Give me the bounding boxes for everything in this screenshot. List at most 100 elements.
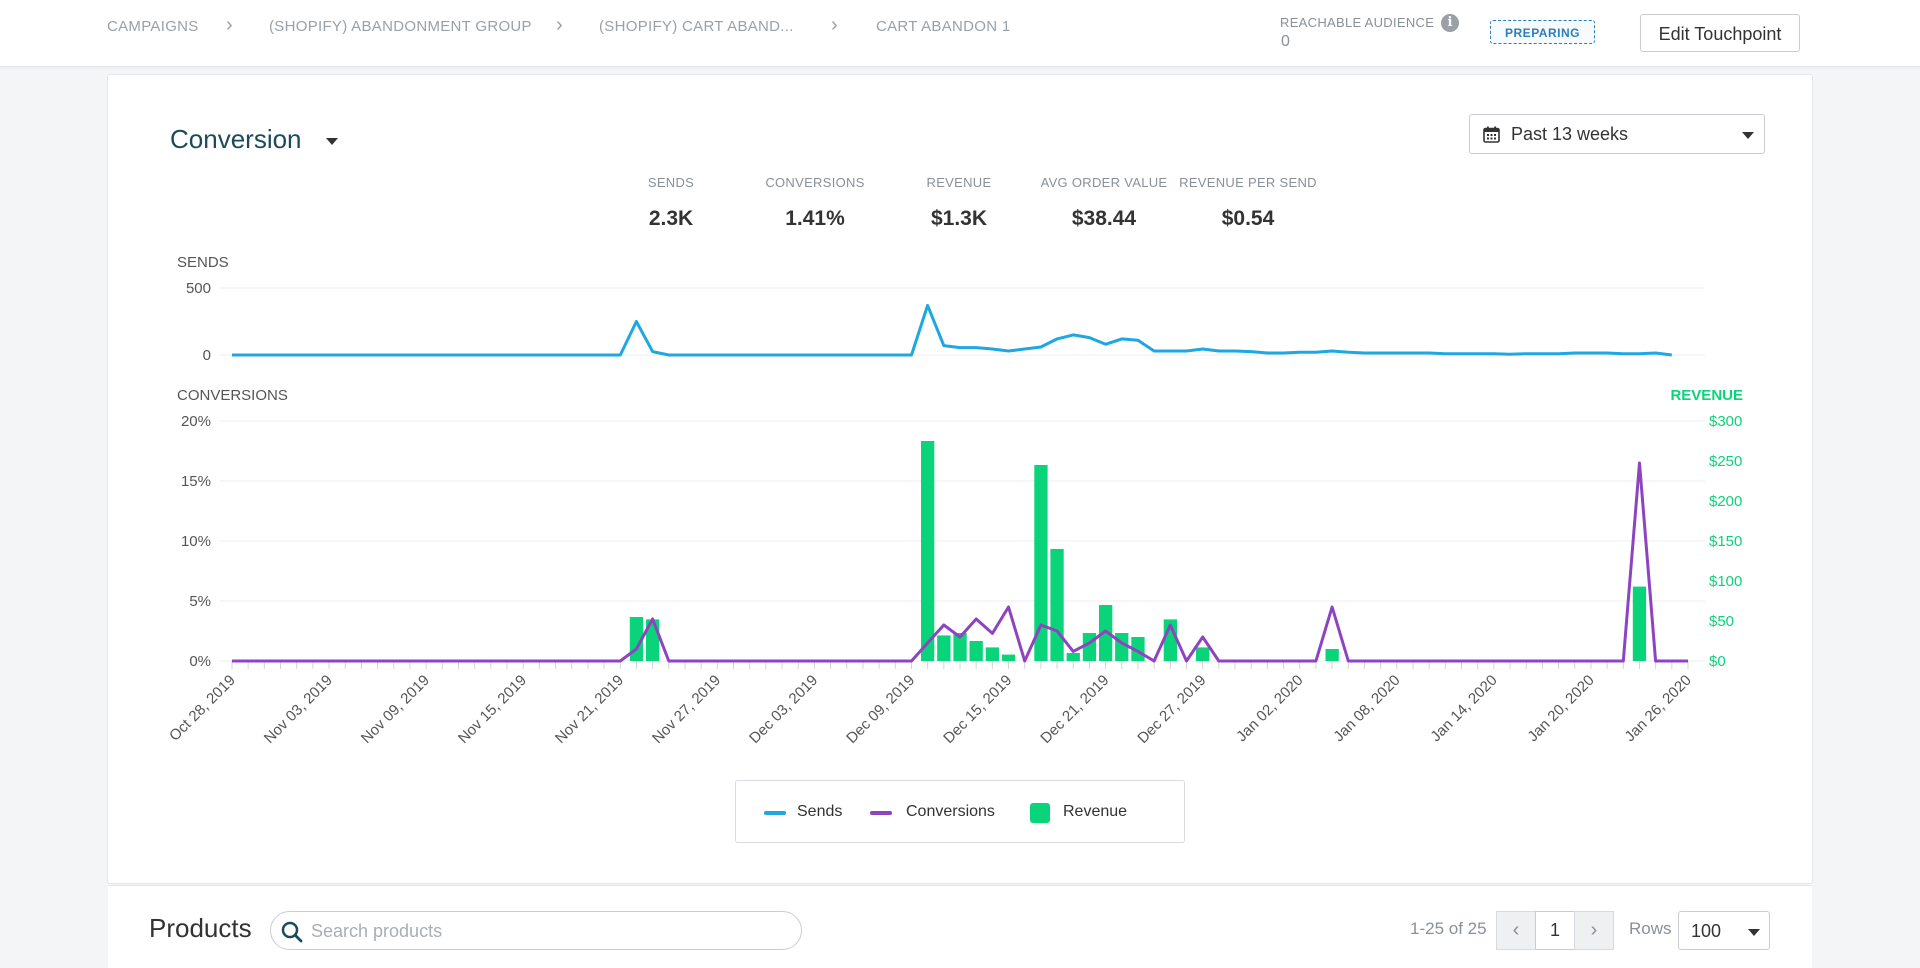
x-tick-label: Nov 27, 2019: [649, 672, 724, 747]
breadcrumb-cart-abandon-group[interactable]: (SHOPIFY) CART ABAND...: [599, 18, 794, 35]
revenue-y-tick-label: $250: [1709, 453, 1742, 470]
revenue-bar: [985, 647, 999, 661]
prev-page-button[interactable]: ‹: [1496, 911, 1536, 950]
x-tick-label: Nov 09, 2019: [358, 672, 433, 747]
sends-chart: SENDS 500 0: [177, 254, 1705, 364]
legend-sends-label[interactable]: Sends: [797, 803, 843, 820]
revenue-y-tick-label: $50: [1709, 613, 1734, 630]
x-tick-label: Nov 15, 2019: [455, 672, 530, 747]
x-tick-label: Dec 15, 2019: [940, 672, 1015, 747]
metric-selector-label: Conversion: [170, 124, 302, 154]
rows-per-page-select[interactable]: 100: [1678, 911, 1770, 950]
rows-caret-icon: [1748, 929, 1760, 936]
breadcrumb-current: CART ABANDON 1: [876, 18, 1011, 35]
breadcrumb-chevron-icon: ›: [226, 14, 233, 36]
conversions-series-line: [232, 461, 1688, 663]
sends-series-line: [232, 303, 1672, 357]
pagination-summary: 1-25 of 25: [1410, 919, 1487, 938]
rows-per-page-value: 100: [1691, 921, 1722, 941]
revenue-bar: [1034, 465, 1048, 661]
revenue-bar: [1099, 605, 1113, 661]
status-badge: PREPARING: [1490, 20, 1595, 44]
metric-label: REVENUE PER SEND: [1179, 175, 1317, 190]
metric-label: AVG ORDER VALUE: [1040, 175, 1168, 190]
conversions-chart-title: CONVERSIONS: [177, 387, 288, 404]
metric-selector-caret-icon[interactable]: [326, 138, 338, 145]
breadcrumb-chevron-icon: ›: [556, 14, 563, 36]
revenue-bar: [1196, 647, 1210, 661]
metric-value: 2.3K: [648, 207, 694, 230]
calendar-icon: [1483, 126, 1500, 143]
revenue-y-tick-label: $100: [1709, 573, 1742, 590]
x-tick-label: Oct 28, 2019: [166, 672, 239, 745]
breadcrumb-campaigns[interactable]: CAMPAIGNS: [107, 18, 199, 35]
metric-value: $1.3K: [930, 207, 988, 230]
legend-sends-swatch: [764, 811, 786, 815]
revenue-y-tick-label: $300: [1709, 413, 1742, 430]
x-tick-label: Jan 14, 2020: [1427, 672, 1500, 745]
breadcrumb-abandonment-group[interactable]: (SHOPIFY) ABANDONMENT GROUP: [269, 18, 532, 35]
revenue-bar: [937, 635, 951, 661]
revenue-bar: [1066, 653, 1080, 661]
x-tick-label: Dec 03, 2019: [746, 672, 821, 747]
metric-label: CONVERSIONS: [765, 175, 865, 190]
revenue-y-tick-label: $200: [1709, 493, 1742, 510]
conversions-revenue-chart: CONVERSIONS REVENUE 20% 15% 10% 5% 0% $300 $250 $…: [166, 387, 1743, 747]
metric-value: $38.44: [1071, 207, 1137, 230]
revenue-y-tick-label: $150: [1709, 533, 1742, 550]
revenue-bar: [953, 633, 967, 661]
x-tick-label: Dec 21, 2019: [1037, 672, 1112, 747]
x-tick-label: Dec 09, 2019: [843, 672, 918, 747]
sends-chart-title: SENDS: [177, 254, 229, 271]
reachable-audience-value: 0: [1281, 33, 1290, 50]
date-range-select[interactable]: Past 13 weeks: [1469, 114, 1765, 154]
legend-revenue-label[interactable]: Revenue: [1063, 803, 1128, 820]
metric-label: SENDS: [647, 175, 695, 190]
x-tick-label: Jan 26, 2020: [1621, 672, 1694, 745]
info-icon[interactable]: i: [1441, 14, 1459, 32]
x-tick-label: Nov 21, 2019: [552, 672, 627, 747]
revenue-bar: [1001, 654, 1016, 661]
revenue-bar: [1050, 549, 1064, 661]
legend-conversions-swatch: [870, 811, 892, 815]
metric-revenue-per-send: REVENUE PER SEND $0.54: [1168, 175, 1328, 231]
conversions-y-tick-label: 20%: [181, 413, 211, 430]
date-range-value: Past 13 weeks: [1511, 124, 1629, 144]
revenue-bar: [921, 441, 935, 661]
products-title: Products: [149, 913, 252, 943]
reachable-audience-label: REACHABLE AUDIENCE: [1280, 15, 1435, 30]
x-tick-label: Dec 27, 2019: [1134, 672, 1209, 747]
current-page[interactable]: 1: [1535, 911, 1575, 950]
revenue-axis-title: REVENUE: [1670, 387, 1743, 404]
legend-conversions-label[interactable]: Conversions: [906, 803, 995, 820]
metric-selector[interactable]: Conversion: [170, 124, 302, 155]
revenue-bar: [1632, 586, 1647, 661]
conversions-y-tick-label: 10%: [181, 533, 211, 550]
x-tick-label: Jan 20, 2020: [1524, 672, 1597, 745]
metric-conversions: CONVERSIONS 1.41%: [735, 175, 895, 231]
chart-legend: Sends Conversions Revenue: [735, 780, 1185, 843]
conversions-y-tick-label: 0%: [189, 653, 211, 670]
metric-sends: SENDS 2.3K: [591, 175, 751, 231]
search-icon: [281, 921, 303, 943]
metric-revenue: REVENUE $1.3K: [879, 175, 1039, 231]
sends-y-tick-label: 500: [186, 280, 211, 297]
x-tick-label: Jan 08, 2020: [1330, 672, 1403, 745]
revenue-bar: [1325, 649, 1339, 661]
x-tick-label: Nov 03, 2019: [261, 672, 336, 747]
legend-revenue-swatch: [1030, 803, 1050, 823]
conversions-y-tick-label: 5%: [189, 593, 211, 610]
search-input[interactable]: [309, 918, 793, 945]
date-range-caret-icon: [1742, 132, 1754, 139]
conversion-card: [107, 74, 1813, 884]
metric-avg-order-value: AVG ORDER VALUE $38.44: [1024, 175, 1184, 231]
metric-value: $0.54: [1221, 207, 1275, 230]
product-search[interactable]: [270, 911, 802, 950]
edit-touchpoint-button[interactable]: Edit Touchpoint: [1640, 14, 1800, 52]
top-bar: CAMPAIGNS › (SHOPIFY) ABANDONMENT GROUP …: [0, 0, 1920, 67]
conversions-y-tick-label: 15%: [181, 473, 211, 490]
next-page-button[interactable]: ›: [1574, 911, 1614, 950]
metric-label: REVENUE: [926, 175, 992, 190]
revenue-bar: [969, 641, 983, 661]
